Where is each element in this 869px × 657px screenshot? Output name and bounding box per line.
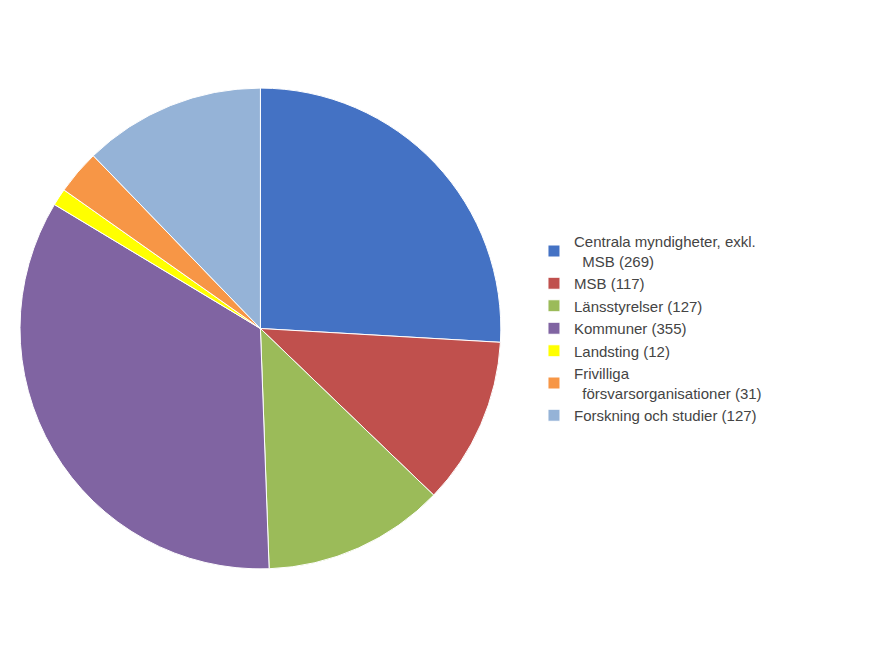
svg-text:Centrala myndigheter, exkl. M: Centrala myndigheter, exkl. MSB (269) xyxy=(574,233,756,270)
svg-text:Frivilliga försvarsorganisati: Frivilliga försvarsorganisationer (31) xyxy=(574,365,762,402)
svg-text:Landsting (12): Landsting (12) xyxy=(574,343,670,360)
svg-text:MSB (117): MSB (117) xyxy=(574,275,645,292)
svg-text:Forskning och studier (127): Forskning och studier (127) xyxy=(574,407,757,424)
svg-text:Kommuner (355): Kommuner (355) xyxy=(574,320,687,337)
svg-text:Länsstyrelser (127): Länsstyrelser (127) xyxy=(574,298,702,315)
